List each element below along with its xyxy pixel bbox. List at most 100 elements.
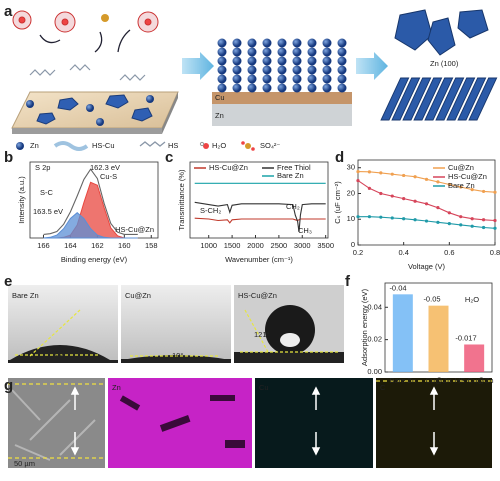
marker xyxy=(413,175,417,179)
zn-atom xyxy=(277,47,287,57)
zn-rod xyxy=(446,77,476,121)
zn-atom xyxy=(247,38,257,48)
legend-label: HS xyxy=(168,141,178,150)
panel-label: e xyxy=(4,273,12,290)
x-tick-label: 0.6 xyxy=(444,248,454,257)
marker xyxy=(493,218,497,223)
map-label: Cu xyxy=(259,383,269,392)
zn-atom xyxy=(307,83,317,93)
zn-atom xyxy=(247,47,257,57)
panel-label: a xyxy=(4,3,13,20)
marker xyxy=(470,188,474,192)
x-tick-label: 0.2 xyxy=(353,248,363,257)
zn-rod xyxy=(413,77,443,121)
annotation: Cu xyxy=(215,93,225,102)
annotation: Zn (100) xyxy=(430,59,459,68)
marker xyxy=(367,186,372,190)
zn-atom xyxy=(262,47,272,57)
zn-atom xyxy=(307,56,317,66)
y-axis-label: Cₛ (uF cm⁻²) xyxy=(333,181,342,224)
y-tick-label: 10 xyxy=(347,214,355,223)
zn-atom xyxy=(307,38,317,48)
y-tick-label: 0 xyxy=(351,240,355,249)
marker xyxy=(379,215,383,219)
annotation: Cu-S xyxy=(100,172,117,181)
zn-atom xyxy=(262,65,272,75)
legend-label: Free Thiol xyxy=(277,163,311,172)
zn-atom xyxy=(337,83,347,93)
marker xyxy=(493,190,497,194)
marker xyxy=(424,202,429,206)
marker xyxy=(367,170,372,174)
legend-label: Bare Zn xyxy=(448,181,475,190)
zn-atom xyxy=(307,65,317,75)
panel-a-art xyxy=(11,9,498,134)
x-tick-label: 2000 xyxy=(247,241,264,250)
x-tick-label: 3500 xyxy=(317,241,334,250)
annotation: H₂O xyxy=(465,295,479,304)
legend-label: H₂O xyxy=(212,141,226,150)
panel-a-legend xyxy=(16,141,255,151)
marker xyxy=(481,225,486,230)
angle-label: 36° xyxy=(55,349,66,358)
marker xyxy=(390,172,394,176)
marker xyxy=(402,217,406,221)
legend-label: Zn xyxy=(30,141,39,150)
x-tick-label: 158 xyxy=(145,241,158,250)
zn-atom xyxy=(232,74,242,84)
zn-atom xyxy=(262,56,272,66)
zn-atom xyxy=(307,74,317,84)
annotation: HS-Cu@Zn xyxy=(115,225,154,234)
marker xyxy=(459,185,463,189)
zn-atom xyxy=(292,83,302,93)
angle-label: 10° xyxy=(172,351,183,360)
marker xyxy=(413,199,417,203)
legend-label: SO₄²⁻ xyxy=(260,141,280,150)
marker xyxy=(356,215,360,219)
panel-e-photos xyxy=(8,285,344,363)
x-tick-label: 162 xyxy=(91,241,104,250)
zn-atom xyxy=(232,83,242,93)
marker xyxy=(390,216,394,220)
zn-atom xyxy=(322,74,332,84)
panel-label: f xyxy=(345,273,351,290)
marker xyxy=(356,179,360,183)
zn-atom xyxy=(247,83,257,93)
bar xyxy=(392,294,413,372)
x-tick-label: 0.8 xyxy=(490,248,500,257)
annotation: Zn xyxy=(215,111,224,120)
y-axis-label: Adsorption energy (eV) xyxy=(360,288,369,366)
zn-atom xyxy=(232,65,242,75)
marker xyxy=(367,215,372,219)
zn-atom xyxy=(292,47,302,57)
image-label: Bare Zn xyxy=(12,291,39,300)
legend-label: Bare Zn xyxy=(277,171,304,180)
zn-atom xyxy=(277,74,287,84)
zn-atom xyxy=(322,47,332,57)
marker xyxy=(493,226,497,230)
zn-atom xyxy=(337,38,347,48)
marker xyxy=(402,197,406,201)
x-tick-label: 2500 xyxy=(271,241,288,250)
marker xyxy=(459,223,463,227)
x-tick-label: 0.4 xyxy=(398,248,408,257)
annotation: -0.04 xyxy=(389,283,406,292)
zn-atom xyxy=(217,47,227,57)
zn-atom xyxy=(232,56,242,66)
panel-label: d xyxy=(335,149,344,166)
chart-title: S 2p xyxy=(35,163,50,172)
zn-atom xyxy=(337,47,347,57)
zn-atom xyxy=(292,56,302,66)
y-axis-label: Transmittance (%) xyxy=(177,169,186,230)
zn-rod xyxy=(380,77,410,121)
legend-label: Cu@Zn xyxy=(448,163,474,172)
x-tick-label: 1500 xyxy=(224,241,241,250)
series-line xyxy=(194,201,326,232)
zn-atom xyxy=(337,74,347,84)
marker xyxy=(481,218,486,222)
image-label: Cu@Zn xyxy=(125,291,151,300)
marker xyxy=(447,211,451,215)
y-tick-label: 0.02 xyxy=(367,335,382,344)
marker xyxy=(470,217,474,221)
marker xyxy=(413,218,417,222)
